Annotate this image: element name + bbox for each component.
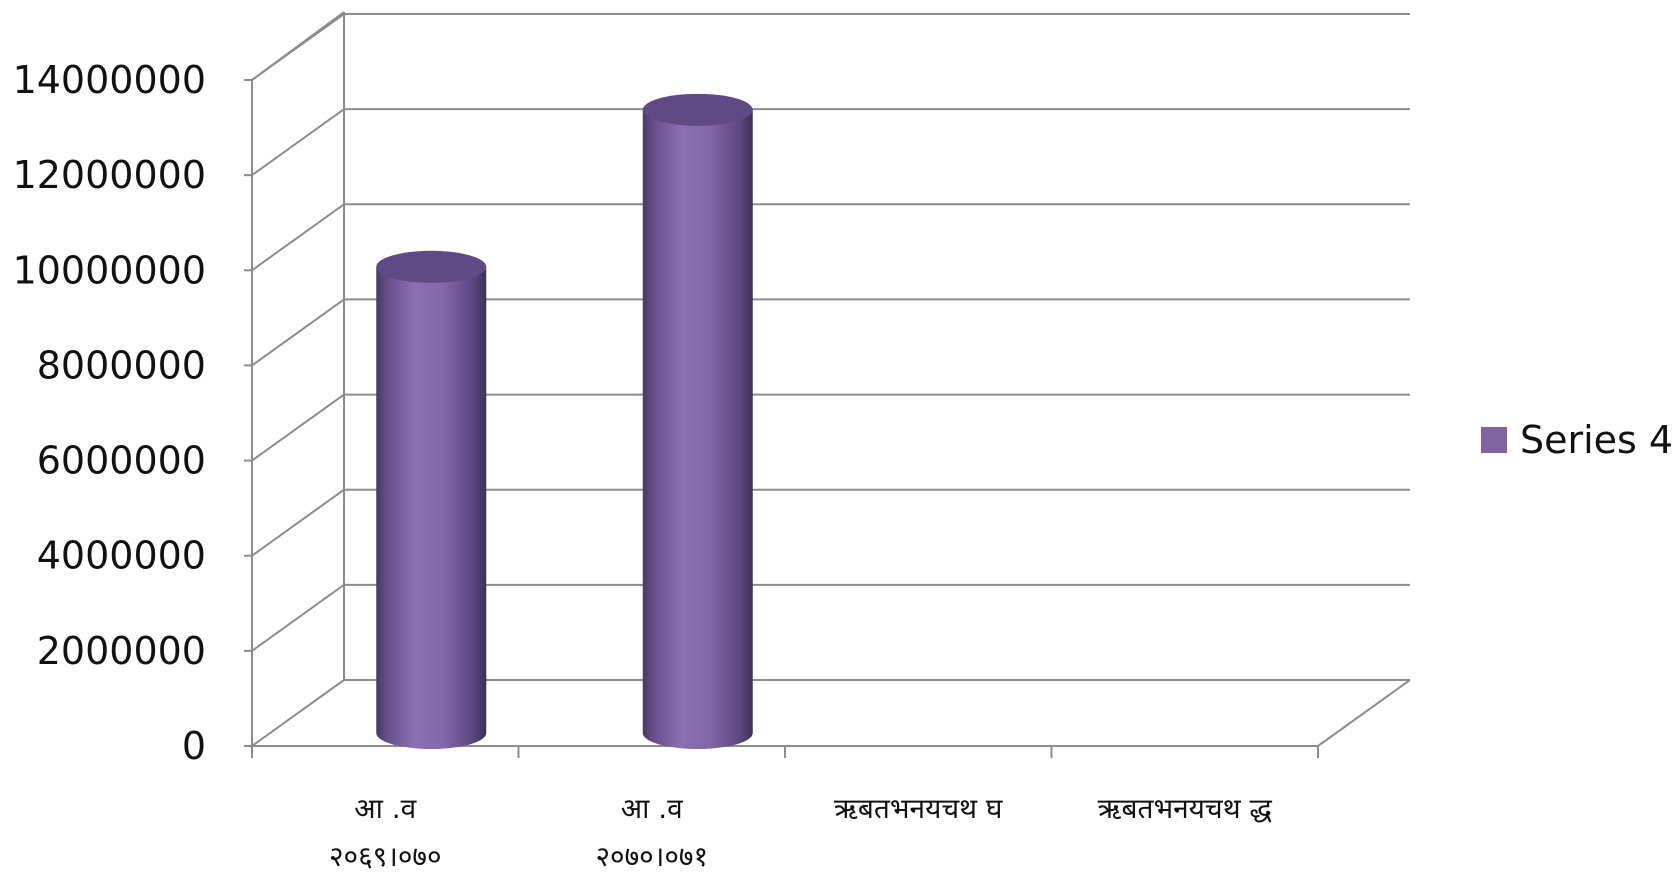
y-tick-label: 12000000: [13, 153, 206, 197]
side-gridline: [251, 488, 345, 557]
y-tick-label: 10000000: [13, 248, 206, 292]
side-gridline: [251, 298, 345, 367]
legend-swatch-series-4: [1481, 427, 1507, 453]
y-tick-label: 0: [182, 724, 206, 768]
bars: [376, 93, 753, 750]
side-gridline: [251, 203, 345, 272]
side-top-edge: [251, 11, 345, 81]
x-axis-category-labels: आ .व २०६९।०७० आ .व २०७०।०७१ ऋबतभनयचथ घ ऋबतभनय…: [329, 792, 1273, 873]
floor-right-edge: [1317, 679, 1411, 747]
legend-label-series-4: Series 4: [1520, 418, 1673, 462]
bar-top: [376, 250, 487, 283]
x-category-label: ऋबतभनयचथ घ: [834, 792, 1003, 825]
y-tick-label: 6000000: [37, 439, 206, 483]
side-gridline: [251, 393, 345, 462]
bar-cylinder: [376, 250, 487, 749]
x-axis: [251, 746, 1319, 758]
gridlines: [244, 11, 1411, 747]
bar-body: [376, 266, 487, 749]
bar-cylinder: [642, 93, 753, 750]
y-tick-label: 8000000: [37, 343, 206, 387]
x-category-label: ऋबतभनयचथ द्ध: [1098, 792, 1273, 825]
y-tick-label: 4000000: [37, 534, 206, 578]
side-gridline: [251, 679, 345, 747]
side-gridline: [251, 108, 345, 176]
x-category-label: आ .व: [621, 792, 683, 825]
x-category-label: २०६९।०७०: [329, 840, 442, 873]
x-category-label: २०७०।०७१: [595, 840, 708, 873]
legend: Series 4: [1481, 418, 1673, 462]
y-tick-label: 14000000: [13, 58, 206, 102]
x-category-label: आ .व: [354, 792, 416, 825]
bar-body: [642, 109, 753, 750]
y-tick-label: 2000000: [37, 629, 206, 673]
y-axis-tick-labels: 0 2000000 4000000 6000000 8000000 10000000 120…: [13, 58, 206, 768]
bar-top: [642, 93, 753, 126]
side-gridline: [251, 584, 345, 652]
